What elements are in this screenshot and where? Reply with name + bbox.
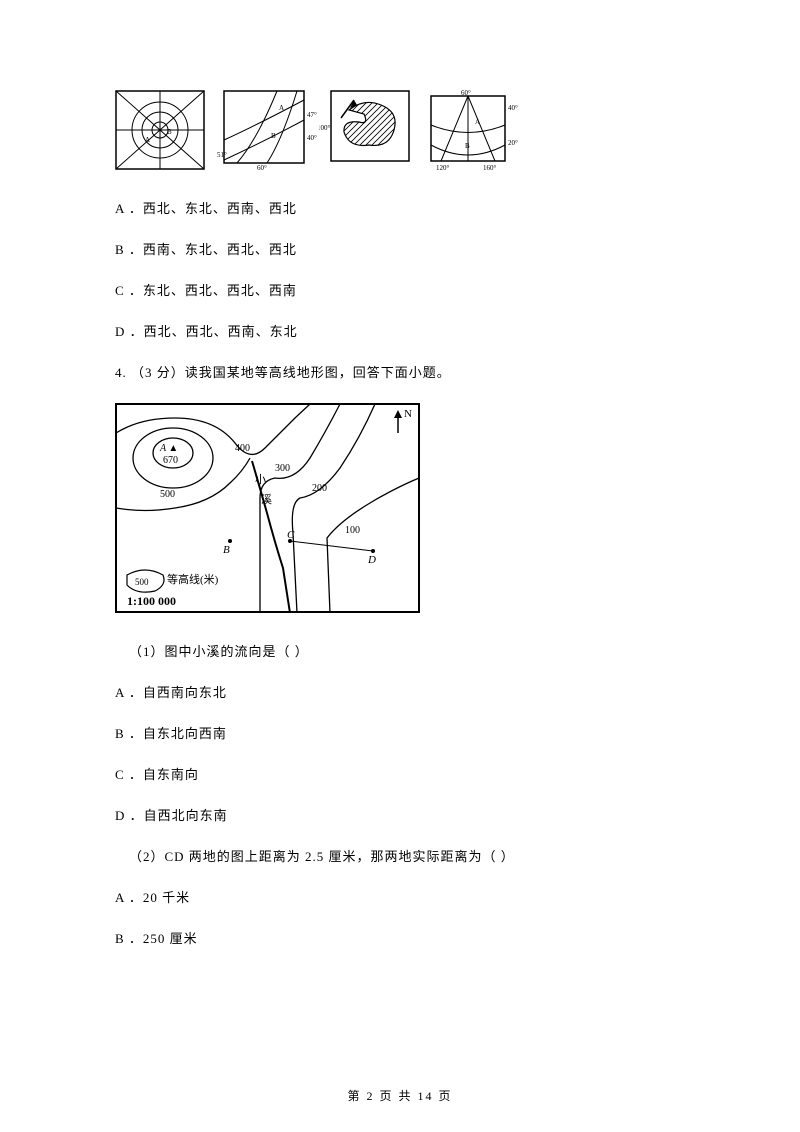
q4-sub1-stem: （1）图中小溪的流向是（ ） [129, 641, 685, 660]
svg-text:120°: 120° [436, 164, 450, 172]
svg-text:B: B [271, 132, 276, 140]
svg-text:B: B [465, 142, 470, 150]
q4-sub2-b: B ．250 厘米 [115, 928, 685, 947]
svg-text:500: 500 [160, 489, 175, 500]
svg-text:溪: 溪 [261, 493, 272, 506]
svg-text:51°: 51° [217, 151, 227, 159]
q4-sub1-b: B ．自东北向西南 [115, 723, 685, 742]
svg-text:1:100 000: 1:100 000 [127, 594, 176, 608]
q4-sub1-d: D ．自西北向东南 [115, 805, 685, 824]
q4-sub2-stem: （2）CD 两地的图上距离为 2.5 厘米，那两地实际距离为（ ） [129, 846, 685, 865]
svg-text:A: A [145, 136, 150, 144]
diagram-4: A B 60° 40° 20° 120° 160° [421, 90, 511, 170]
q3-option-a: A ．西北、东北、西南、西北 [115, 198, 685, 217]
svg-text:60°: 60° [257, 164, 267, 170]
svg-text:100: 100 [345, 525, 360, 536]
q4-sub1-a: A ．自西南向东北 [115, 682, 685, 701]
svg-text:100°: 100° [319, 124, 331, 132]
svg-text:B: B [167, 128, 172, 136]
svg-text:400: 400 [235, 443, 250, 454]
q3-option-c: C ．东北、西北、西北、西南 [115, 280, 685, 299]
svg-text:D: D [367, 554, 376, 566]
svg-text:A ▲: A ▲ [159, 443, 178, 454]
svg-text:20°: 20° [508, 139, 518, 147]
svg-text:60°: 60° [461, 90, 471, 97]
q3-option-b: B ．西南、东北、西北、西北 [115, 239, 685, 258]
q4-sub1-c: C ．自东南向 [115, 764, 685, 783]
svg-text:47°: 47° [307, 111, 317, 119]
page-footer: 第 2 页 共 14 页 [0, 1087, 800, 1104]
svg-text:等高线(米): 等高线(米) [167, 572, 219, 586]
diagram-1: A B [115, 90, 205, 170]
svg-text:160°: 160° [483, 164, 497, 172]
svg-text:40°: 40° [508, 104, 518, 112]
svg-text:小: 小 [255, 473, 266, 486]
svg-text:40°: 40° [307, 134, 317, 142]
svg-text:500: 500 [135, 577, 149, 587]
svg-text:300: 300 [275, 463, 290, 474]
diagram-2: A B 47° 40° 51° 60° [217, 90, 307, 170]
svg-text:670: 670 [163, 455, 178, 466]
svg-text:N: N [404, 408, 412, 420]
svg-text:B: B [223, 544, 230, 556]
four-diagrams-row: A B A B 47° 40° 51° 60° [115, 90, 685, 170]
svg-text:200: 200 [312, 483, 327, 494]
q3-option-d: D ．西北、西北、西南、东北 [115, 321, 685, 340]
svg-text:A: A [475, 118, 480, 126]
svg-text:C: C [287, 529, 295, 541]
q4-stem: 4. （3 分）读我国某地等高线地形图，回答下面小题。 [115, 362, 685, 381]
diagram-3: 100° [319, 90, 409, 170]
q4-sub2-a: A ．20 千米 [115, 887, 685, 906]
contour-map: N A ▲ 670 500 400 300 200 100 小 溪 [115, 403, 420, 613]
svg-text:A: A [279, 104, 284, 112]
